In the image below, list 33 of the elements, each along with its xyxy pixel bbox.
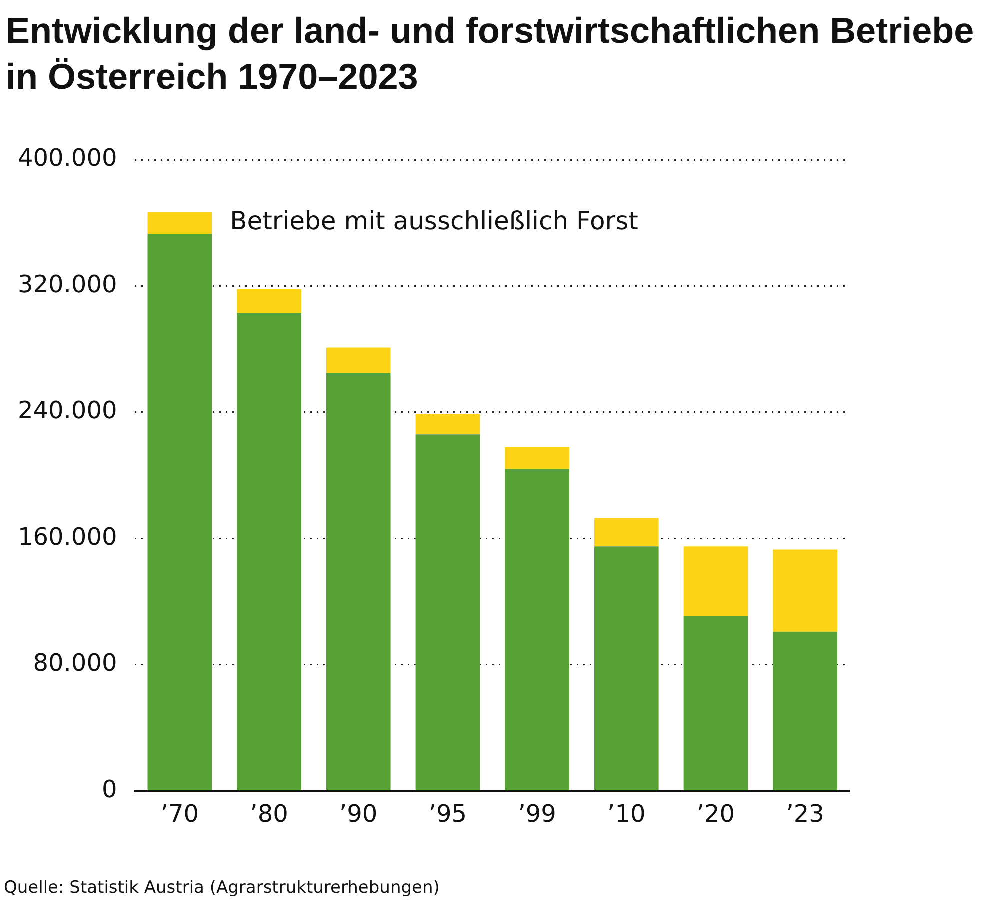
bar — [237, 313, 302, 790]
x-tick-label: ’99 — [518, 800, 556, 828]
bar — [773, 550, 838, 632]
bar — [416, 434, 480, 790]
y-tick-label: 80.000 — [33, 649, 118, 678]
bar — [684, 616, 748, 790]
chart-title: Entwicklung der land- und forstwirtschaftlichen Betriebe in Österreich 1970–2023 — [6, 9, 976, 99]
x-tick-label: ’20 — [696, 800, 736, 828]
source-note: Quelle: Statistik Austria (Agrarstrukturerhebungen) — [4, 878, 440, 898]
x-tick-label: ’23 — [786, 800, 824, 828]
bar — [326, 348, 391, 374]
x-tick-label: ’80 — [250, 800, 288, 828]
bar — [684, 546, 748, 616]
bar — [594, 518, 659, 547]
bar — [148, 234, 212, 790]
x-tick-label: ’95 — [428, 800, 468, 828]
bar — [505, 447, 570, 470]
y-tick-label: 160.000 — [18, 522, 118, 551]
y-tick-label: 320.000 — [18, 270, 118, 298]
bar — [416, 414, 480, 435]
y-tick-label: 0 — [102, 775, 118, 804]
bar — [148, 212, 212, 234]
x-tick-label: ’70 — [160, 800, 200, 828]
bar — [505, 469, 570, 790]
bar — [773, 632, 838, 790]
x-tick-label: ’10 — [608, 800, 646, 828]
bar — [237, 289, 302, 314]
series-label: Betriebe mit ausschließlich Forst — [230, 206, 639, 236]
y-tick-label: 240.000 — [18, 396, 118, 425]
bar — [594, 546, 659, 790]
y-tick-label: 400.000 — [18, 144, 118, 172]
x-tick-label: ’90 — [340, 800, 378, 828]
bar — [326, 373, 391, 790]
